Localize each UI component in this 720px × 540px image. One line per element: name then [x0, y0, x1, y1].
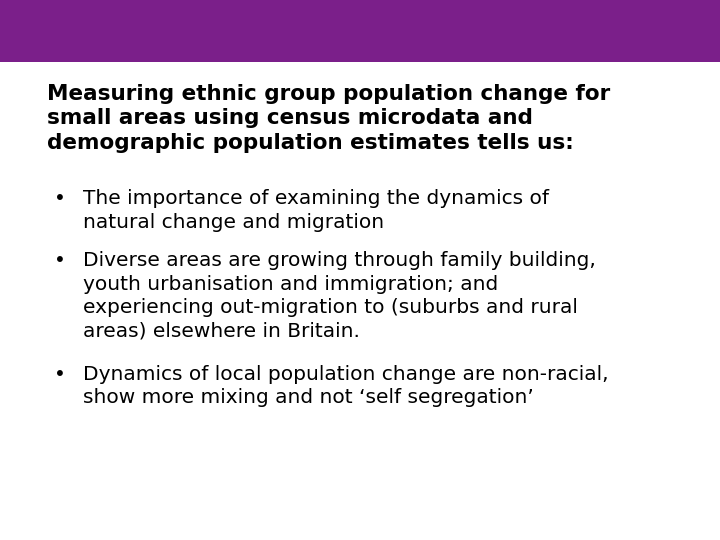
Text: Diverse areas are growing through family building,
youth urbanisation and immigr: Diverse areas are growing through family… [83, 251, 595, 341]
Text: •: • [54, 251, 66, 270]
Text: Measuring ethnic group population change for
small areas using census microdata : Measuring ethnic group population change… [47, 84, 610, 153]
Text: Summary: Summary [273, 14, 447, 48]
Text: Dynamics of local population change are non-racial,
show more mixing and not ‘se: Dynamics of local population change are … [83, 364, 608, 407]
Text: •: • [54, 364, 66, 383]
Text: •: • [54, 189, 66, 208]
Text: The importance of examining the dynamics of
natural change and migration: The importance of examining the dynamics… [83, 189, 549, 232]
